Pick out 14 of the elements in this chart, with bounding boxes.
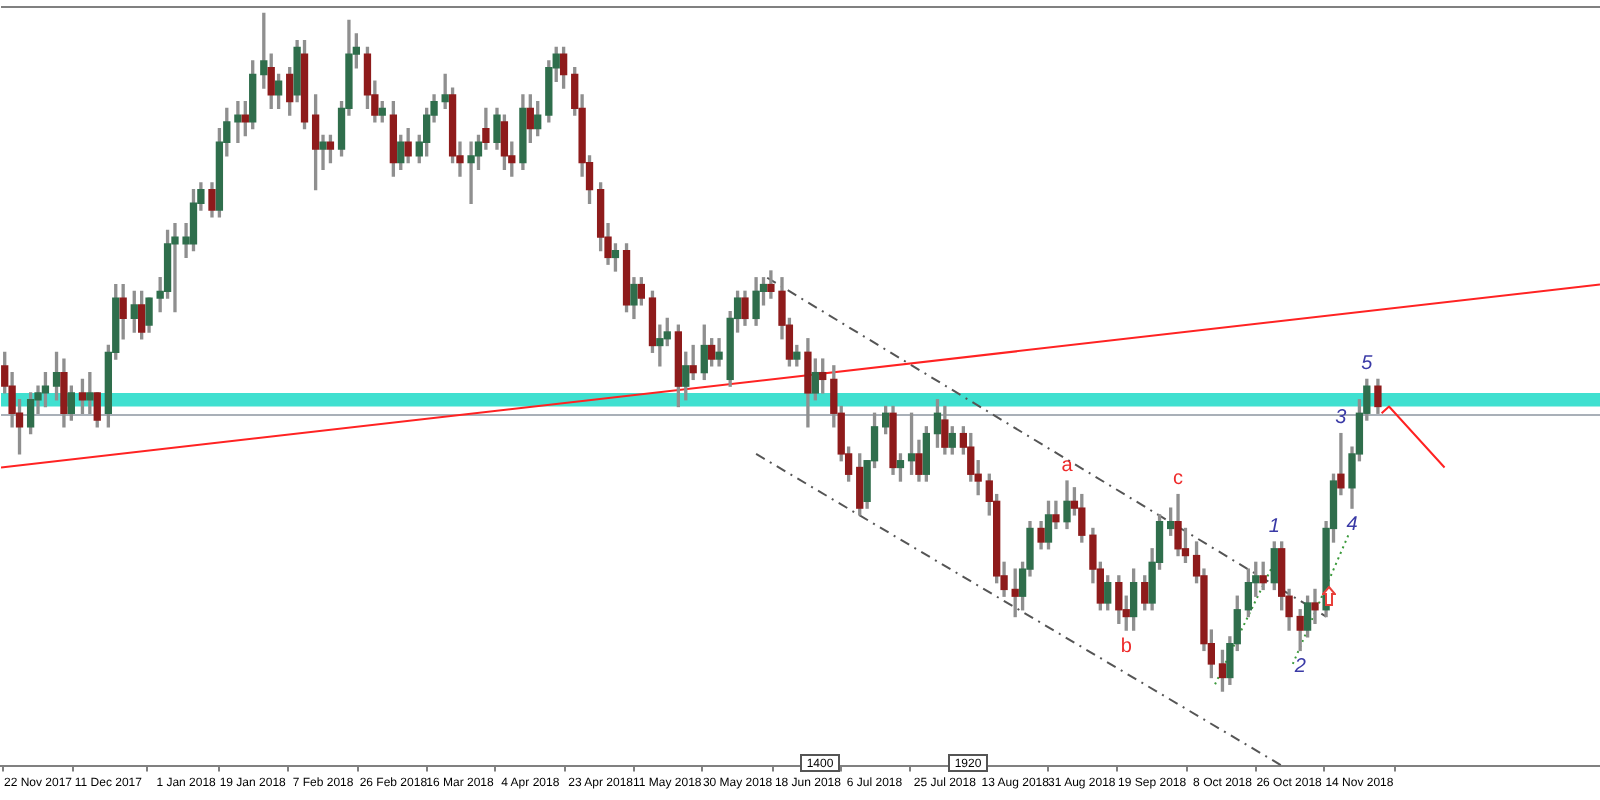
annotation: 5 [1361,352,1374,375]
annotation: c [1173,468,1184,491]
annotation: b [1120,635,1133,658]
candlestick [234,100,242,143]
annotation: 2 [1292,655,1307,678]
candlestick [467,141,475,204]
candlestick [656,324,664,367]
candlestick [1311,588,1319,624]
annotation: a [1061,454,1074,477]
annotation: 3 [1335,407,1348,430]
annotation: 1 [1268,515,1280,538]
candlestick [86,371,94,414]
annotation: 4 [1346,513,1359,536]
candlestick [319,134,327,171]
